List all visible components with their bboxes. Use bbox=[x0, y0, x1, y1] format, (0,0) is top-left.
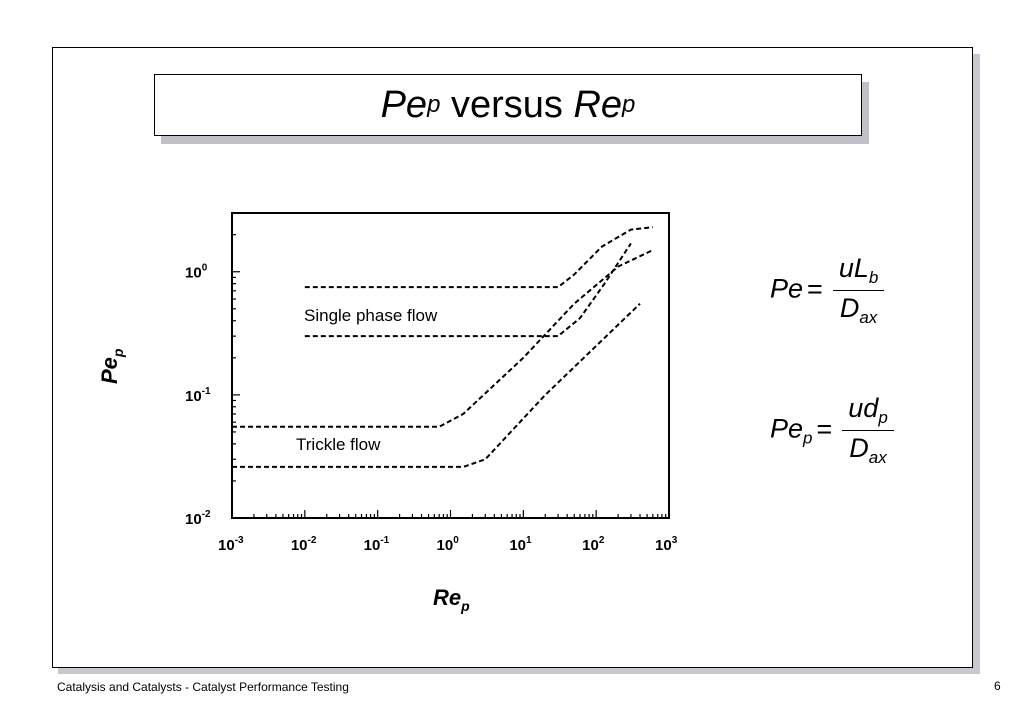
slide-title: Pe p versus Re p bbox=[154, 74, 862, 136]
x-tick-label: 103 bbox=[655, 535, 678, 554]
x-tick-label-exp: -2 bbox=[308, 535, 317, 546]
y-tick-label-exp: -1 bbox=[202, 386, 211, 397]
x-tick-label-exp: 2 bbox=[599, 535, 605, 546]
x-axis-label-main: Re bbox=[433, 585, 461, 610]
annotation-trickle: Trickle flow bbox=[296, 435, 381, 454]
formula-pep-eq: = bbox=[816, 413, 833, 444]
formula-pe-den-sub: ax bbox=[859, 308, 878, 327]
formula-pe-num-sub: b bbox=[868, 268, 879, 287]
formula-pe-denominator: Dax bbox=[833, 291, 885, 328]
y-tick-label: 100 bbox=[185, 263, 208, 282]
slide-frame bbox=[52, 47, 973, 668]
x-tick-label-base: 10 bbox=[655, 537, 672, 554]
y-tick-label-base: 10 bbox=[185, 388, 202, 405]
x-tick-label: 100 bbox=[437, 535, 460, 554]
formula-pep-den-sub: ax bbox=[868, 448, 887, 467]
x-tick-label-exp: 0 bbox=[453, 535, 459, 546]
x-tick-label: 10-3 bbox=[218, 535, 244, 554]
y-axis-label: Pep bbox=[97, 348, 126, 384]
x-tick-label: 10-1 bbox=[364, 535, 390, 554]
formula-pe-fraction: uLb Dax bbox=[832, 253, 885, 328]
title-pe: Pe bbox=[380, 83, 428, 126]
formula-pep-numerator: udp bbox=[842, 393, 894, 431]
x-tick-label-exp: 1 bbox=[526, 535, 532, 546]
y-tick-label: 10-1 bbox=[185, 386, 211, 405]
x-tick-label-base: 10 bbox=[437, 537, 454, 554]
x-axis-label: Rep bbox=[433, 585, 470, 614]
formula-pep-num-text: ud bbox=[848, 393, 879, 423]
y-tick-label-exp: 0 bbox=[202, 263, 208, 274]
series-line-3 bbox=[232, 249, 654, 428]
x-tick-label: 102 bbox=[582, 535, 605, 554]
x-tick-label-exp: -3 bbox=[235, 535, 244, 546]
formula-pep-num-sub: p bbox=[878, 408, 888, 427]
y-tick-label: 10-2 bbox=[185, 509, 211, 528]
x-tick-label: 101 bbox=[509, 535, 532, 554]
axis-ticks bbox=[231, 212, 670, 519]
x-tick-label-base: 10 bbox=[291, 537, 308, 554]
title-versus: versus bbox=[440, 83, 574, 126]
y-tick-label-base: 10 bbox=[185, 265, 202, 282]
x-tick-labels: 10-3 10-2 10-1 100 101 102 103 bbox=[218, 535, 678, 554]
formula-pe-num-text: uL bbox=[838, 253, 869, 283]
x-tick-label-base: 10 bbox=[364, 537, 381, 554]
formula-pe-lhs: Pe bbox=[770, 273, 804, 304]
y-tick-label-exp: -2 bbox=[202, 509, 211, 520]
formula-pep-denominator: Dax bbox=[842, 431, 894, 468]
x-tick-label-exp: -1 bbox=[380, 535, 389, 546]
formula-pe-numerator: uLb bbox=[832, 253, 885, 291]
series-line-4 bbox=[232, 302, 641, 468]
x-tick-label-exp: 3 bbox=[672, 535, 678, 546]
formula-pep-lhs-sub: p bbox=[803, 428, 813, 448]
plot-frame bbox=[231, 212, 670, 519]
x-axis-label-sub: p bbox=[460, 598, 470, 614]
x-tick-label: 10-2 bbox=[291, 535, 317, 554]
formula-pe: Pe = uLb Dax bbox=[770, 253, 885, 328]
series-line-1 bbox=[304, 226, 653, 289]
formula-pep-lhs: Pe bbox=[770, 413, 804, 444]
x-tick-label-base: 10 bbox=[509, 537, 526, 554]
x-tick-label-base: 10 bbox=[218, 537, 235, 554]
page-number: 6 bbox=[994, 679, 1001, 693]
title-re: Re bbox=[573, 83, 623, 126]
title-pe-sub: p bbox=[427, 91, 441, 118]
formula-pep: Pep = udp Dax bbox=[770, 393, 894, 468]
x-tick-label-base: 10 bbox=[582, 537, 599, 554]
annotation-single-phase: Single phase flow bbox=[304, 306, 438, 325]
series-group bbox=[232, 226, 654, 468]
footer-course-title: Catalysis and Catalysts - Catalyst Perfo… bbox=[57, 680, 349, 694]
title-re-sub: p bbox=[622, 91, 636, 118]
formula-pep-den-text: D bbox=[849, 433, 869, 463]
y-tick-label-base: 10 bbox=[185, 511, 202, 528]
formula-pe-eq: = bbox=[807, 273, 823, 304]
y-axis-label-main: Pe bbox=[97, 357, 122, 384]
y-axis-label-sub: p bbox=[110, 348, 126, 358]
formula-pep-fraction: udp Dax bbox=[842, 393, 894, 468]
formula-pe-den-text: D bbox=[839, 293, 860, 323]
